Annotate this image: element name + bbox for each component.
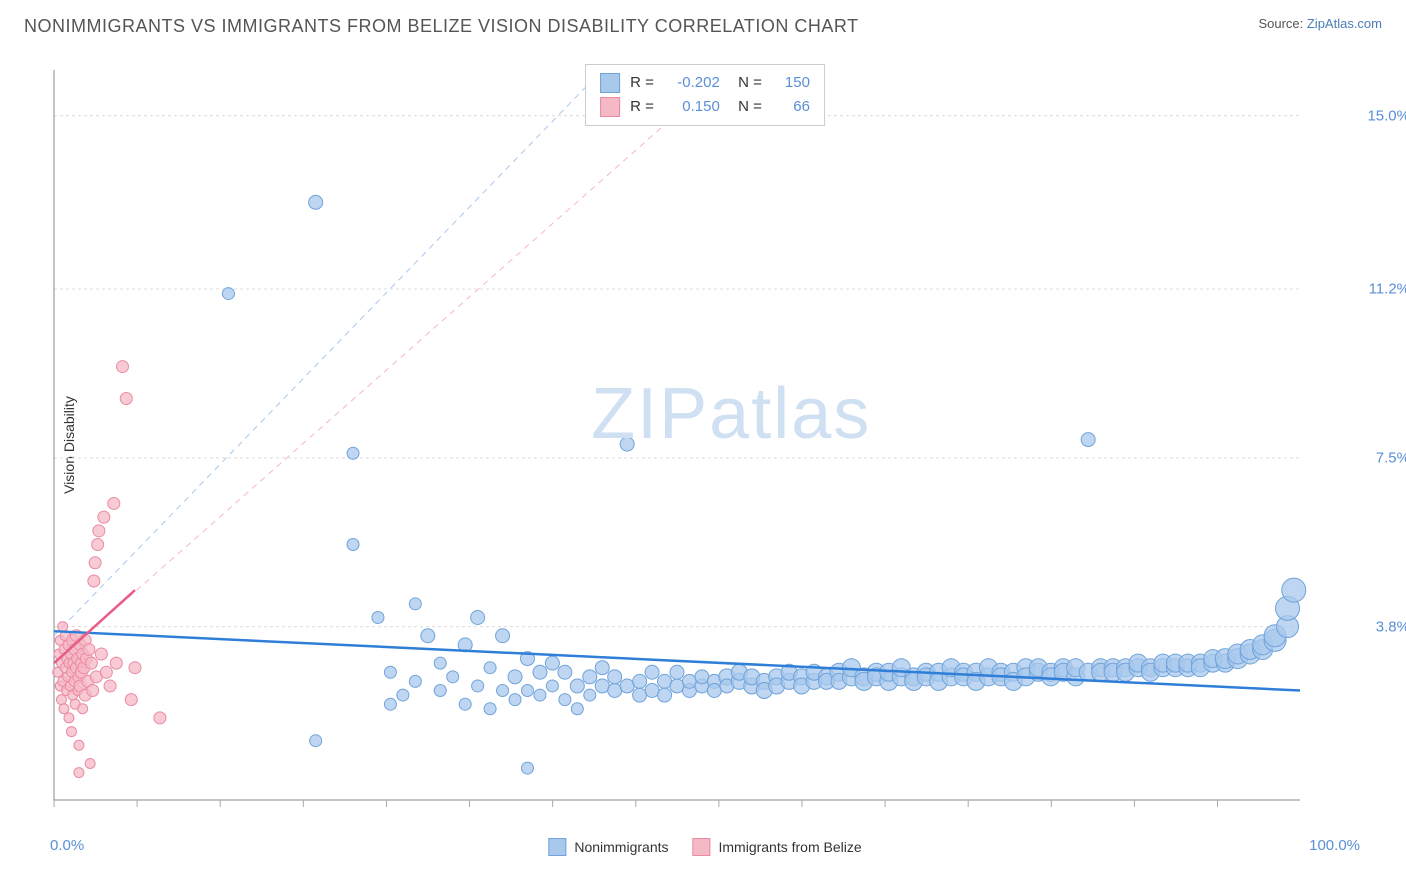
stats-r-label: R =: [630, 71, 654, 95]
legend-swatch: [692, 838, 710, 856]
chart-area: Vision Disability ZIPatlas R =-0.202 N =…: [50, 60, 1360, 830]
stats-n-label: N =: [730, 95, 762, 119]
chart-title: NONIMMIGRANTS VS IMMIGRANTS FROM BELIZE …: [24, 16, 859, 37]
stats-row: R = -0.202 N = 150: [600, 71, 810, 95]
scatter-plot: [50, 60, 1360, 830]
stats-row: R = 0.150 N = 66: [600, 95, 810, 119]
y-tick-label: 3.8%: [1376, 618, 1406, 635]
correlation-stats-box: R = -0.202 N = 150 R = 0.150 N = 66: [585, 64, 825, 126]
x-tick-max: 100.0%: [1309, 837, 1360, 854]
source-link[interactable]: ZipAtlas.com: [1307, 16, 1382, 31]
legend-item: Immigrants from Belize: [692, 838, 861, 856]
stats-n-label: N =: [730, 71, 762, 95]
y-tick-label: 11.2%: [1369, 281, 1406, 298]
stats-r-value: 0.150: [664, 95, 720, 119]
stats-n-value: 150: [772, 71, 810, 95]
legend-label: Immigrants from Belize: [718, 839, 861, 855]
stats-swatch: [600, 97, 620, 117]
y-tick-label: 7.5%: [1376, 449, 1406, 466]
x-tick-min: 0.0%: [50, 837, 84, 854]
legend-item: Nonimmigrants: [548, 838, 668, 856]
source-prefix: Source:: [1258, 16, 1306, 31]
stats-r-value: -0.202: [664, 71, 720, 95]
stats-r-label: R =: [630, 95, 654, 119]
stats-n-value: 66: [772, 95, 810, 119]
legend-swatch: [548, 838, 566, 856]
source-attribution: Source: ZipAtlas.com: [1258, 16, 1382, 31]
legend-label: Nonimmigrants: [574, 839, 668, 855]
stats-swatch: [600, 73, 620, 93]
legend: Nonimmigrants Immigrants from Belize: [548, 838, 861, 856]
y-tick-label: 15.0%: [1367, 107, 1406, 124]
